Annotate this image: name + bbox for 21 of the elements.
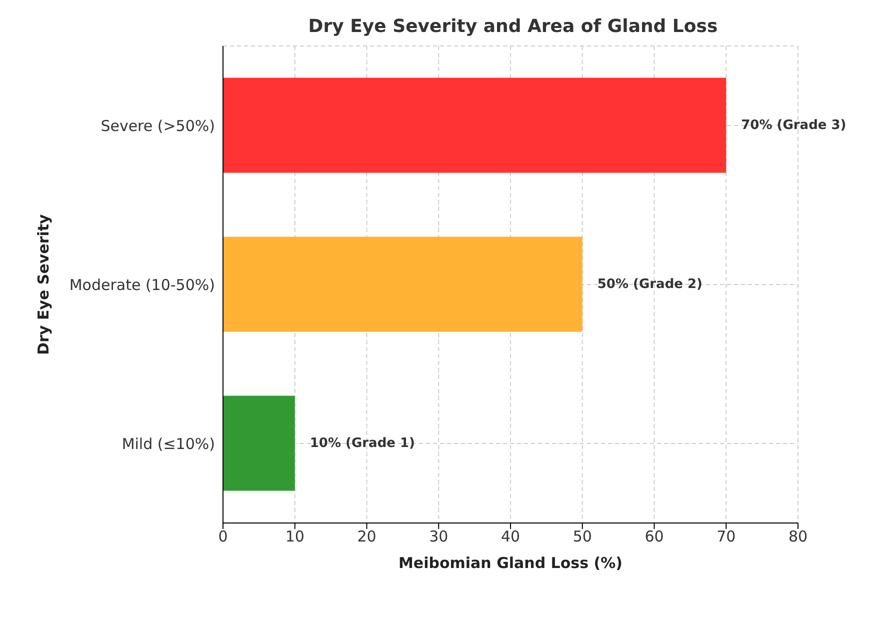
chart-title: Dry Eye Severity and Area of Gland Loss [307, 16, 719, 37]
data-label: 70% (Grade 3) [741, 118, 846, 133]
data-label: 50% (Grade 2) [597, 276, 702, 292]
y-tick-label: Mild (≤10%) [122, 434, 215, 453]
y-tick-label: Severe (>50%) [100, 116, 215, 135]
x-tick-label: 70 [716, 528, 736, 546]
bar [223, 236, 582, 332]
x-tick-label: 20 [357, 528, 376, 546]
x-tick-label: 40 [500, 528, 520, 546]
x-axis-title: Meibomian Gland Loss (%) [398, 554, 622, 572]
y-tick-label: Moderate (10-50%) [69, 276, 215, 294]
x-tick-label: 0 [218, 528, 228, 546]
x-tick-label: 30 [429, 528, 448, 546]
x-tick-label: 10 [285, 528, 304, 546]
bar [223, 396, 295, 491]
x-tick-label: 80 [788, 528, 808, 546]
data-label: 10% (Grade 1) [310, 436, 415, 451]
bar [223, 78, 726, 173]
y-axis-title: Dry Eye Severity [34, 214, 52, 355]
x-tick-label: 50 [572, 528, 592, 546]
x-tick-label: 60 [644, 528, 664, 546]
